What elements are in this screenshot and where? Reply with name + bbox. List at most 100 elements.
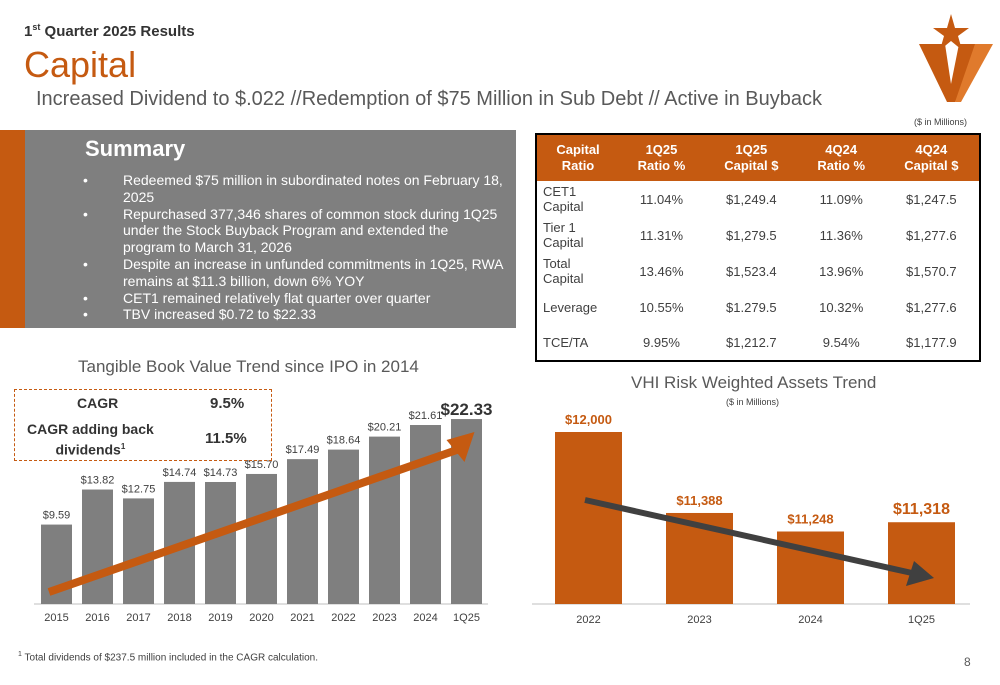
rwa-data-label: $11,388 (676, 493, 722, 508)
table-cell: $1,247.5 (884, 181, 980, 217)
page-title: Capital (24, 44, 136, 86)
tbv-data-label: $20.21 (368, 422, 402, 434)
tbv-tick-label: 2016 (85, 612, 109, 624)
tbv-chart-title: Tangible Book Value Trend since IPO in 2… (78, 357, 419, 377)
table-cell: 11.36% (799, 217, 884, 253)
tbv-data-label: $22.33 (441, 400, 493, 419)
table-cell: $1,249.4 (704, 181, 799, 217)
rwa-bar (888, 522, 955, 604)
rwa-tick-label: 2023 (687, 614, 711, 626)
table-row: Tier 1 Capital 11.31% $1,279.5 11.36% $1,… (536, 217, 980, 253)
row-label: Total Capital (536, 253, 619, 289)
table-cell: 9.95% (619, 325, 704, 361)
table-cell: 10.32% (799, 289, 884, 325)
table-header: 1Q25 Capital $ (704, 134, 799, 181)
tbv-tick-label: 2024 (413, 612, 437, 624)
table-cell: $1,279.5 (704, 217, 799, 253)
tbv-data-label: $21.61 (409, 410, 443, 422)
rwa-data-label: $11,318 (893, 501, 950, 518)
table-cell: $1,212.7 (704, 325, 799, 361)
rwa-data-label: $11,248 (787, 511, 833, 526)
rwa-data-label: $12,000 (565, 412, 612, 427)
table-cell: 9.54% (799, 325, 884, 361)
row-label: TCE/TA (536, 325, 619, 361)
tbv-tick-label: 2017 (126, 612, 150, 624)
tbv-tick-label: 1Q25 (453, 612, 480, 624)
tbv-data-label: $13.82 (81, 475, 115, 487)
rwa-bar (555, 432, 622, 604)
tbv-tick-label: 2021 (290, 612, 314, 624)
footnote: 1 Total dividends of $237.5 million incl… (18, 651, 318, 663)
tbv-bar (123, 498, 154, 604)
row-label: Tier 1 Capital (536, 217, 619, 253)
summary-item: Despite an increase in unfunded commitme… (83, 256, 503, 290)
tbv-tick-label: 2022 (331, 612, 355, 624)
summary-item: Repurchased 377,346 shares of common sto… (83, 206, 503, 256)
tbv-bar (205, 482, 236, 604)
cagr-value: 9.5% (210, 395, 244, 412)
table-cell: $1.279.5 (704, 289, 799, 325)
tbv-data-label: $9.59 (43, 510, 71, 522)
page-subtitle: Increased Dividend to $.022 //Redemption… (36, 88, 822, 111)
rwa-tick-label: 2024 (798, 614, 822, 626)
tbv-tick-label: 2015 (44, 612, 68, 624)
cagr-box: CAGR 9.5% CAGR adding back dividends1 11.… (14, 389, 272, 461)
table-cell: 13.46% (619, 253, 704, 289)
table-cell: 11.31% (619, 217, 704, 253)
tbv-bar (82, 490, 113, 604)
summary-item: Redeemed $75 million in subordinated not… (83, 172, 503, 206)
rwa-tick-label: 1Q25 (908, 614, 935, 626)
tbv-data-label: $14.73 (204, 467, 238, 479)
summary-item: CET1 remained relatively flat quarter ov… (83, 290, 503, 307)
tbv-data-label: $17.49 (286, 444, 320, 456)
summary-panel: Summary Redeemed $75 million in subordin… (25, 130, 516, 328)
table-header: 1Q25 Ratio % (619, 134, 704, 181)
row-label: CET1 Capital (536, 181, 619, 217)
rwa-chart-title: VHI Risk Weighted Assets Trend (631, 373, 876, 393)
table-units-note: ($ in Millions) (914, 117, 967, 127)
summary-list: Redeemed $75 million in subordinated not… (83, 172, 503, 323)
rwa-bar-chart: $12,000 2022 $11,388 2023 $11,248 2024 $11,318… (530, 400, 980, 635)
table-header: Capital Ratio (536, 134, 619, 181)
table-row: TCE/TA 9.95% $1,212.7 9.54% $1,177.9 (536, 325, 980, 361)
table-header: 4Q24 Ratio % (799, 134, 884, 181)
summary-item: TBV increased $0.72 to $22.33 (83, 306, 503, 323)
tbv-tick-label: 2023 (372, 612, 396, 624)
table-cell: $1,177.9 (884, 325, 980, 361)
table-header: 4Q24 Capital $ (884, 134, 980, 181)
table-row: Total Capital 13.46% $1,523.4 13.96% $1,5… (536, 253, 980, 289)
table-row: CET1 Capital 11.04% $1,249.4 11.09% $1,24… (536, 181, 980, 217)
table-cell: 11.04% (619, 181, 704, 217)
table-cell: $1,277.6 (884, 289, 980, 325)
tbv-tick-label: 2018 (167, 612, 191, 624)
tbv-data-label: $14.74 (163, 467, 197, 479)
tbv-bar (328, 450, 359, 604)
table-cell: 13.96% (799, 253, 884, 289)
summary-accent-bar (0, 130, 25, 328)
tbv-tick-label: 2019 (208, 612, 232, 624)
tbv-bar (287, 459, 318, 604)
cagr-dividends-value: 11.5% (205, 430, 247, 447)
table-cell: $1,570.7 (884, 253, 980, 289)
tbv-data-label: $12.75 (122, 483, 156, 495)
table-cell: 10.55% (619, 289, 704, 325)
quarter-title: 1st Quarter 2025 Results (24, 22, 195, 40)
rwa-tick-label: 2022 (576, 614, 600, 626)
company-logo-icon (915, 12, 997, 104)
tbv-bar (369, 437, 400, 604)
table-row: Leverage 10.55% $1.279.5 10.32% $1,277.6 (536, 289, 980, 325)
summary-title: Summary (85, 136, 185, 162)
cagr-dividends-label: CAGR adding back dividends1 (27, 421, 154, 459)
table-cell: $1,277.6 (884, 217, 980, 253)
table-header-row: Capital Ratio 1Q25 Ratio % 1Q25 Capital $ 4… (536, 134, 980, 181)
tbv-tick-label: 2020 (249, 612, 273, 624)
table-cell: 11.09% (799, 181, 884, 217)
trend-arrow-line (585, 500, 912, 573)
tbv-bar (410, 425, 441, 604)
capital-ratio-table: Capital Ratio 1Q25 Ratio % 1Q25 Capital $ 4… (535, 133, 981, 362)
tbv-bar (246, 474, 277, 604)
page-number: 8 (964, 655, 971, 669)
tbv-data-label: $18.64 (327, 435, 361, 447)
table-cell: $1,523.4 (704, 253, 799, 289)
cagr-label: CAGR (77, 395, 118, 411)
